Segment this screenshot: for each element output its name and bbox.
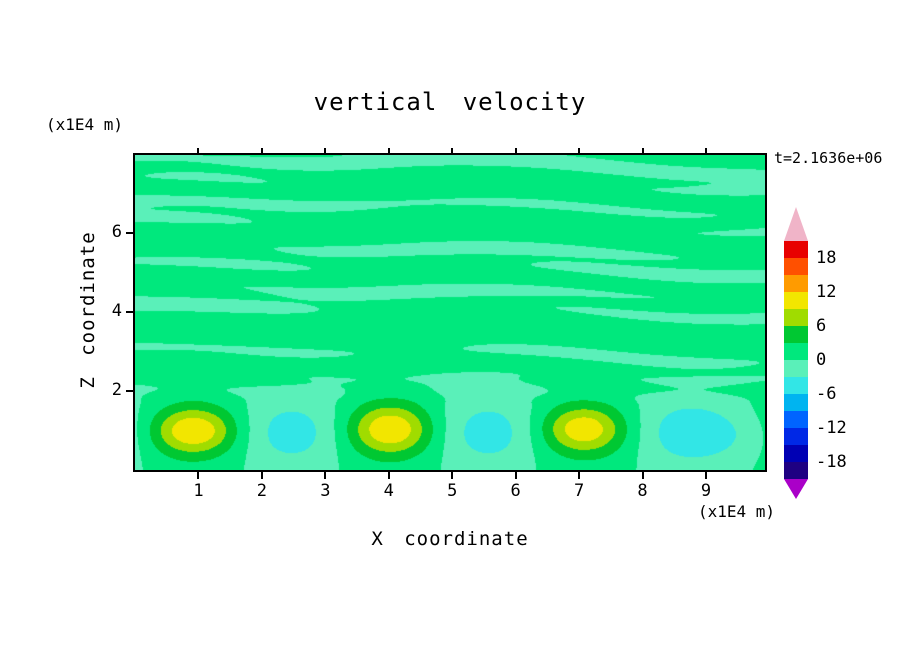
colorbar-band <box>784 462 808 479</box>
y-axis-unit-label: (x1E4 m) <box>46 115 124 134</box>
colorbar-overflow-arrow <box>784 207 808 241</box>
colorbar-tick-label: -6 <box>816 384 837 404</box>
colorbar-band <box>784 377 808 394</box>
y-tick-label: 4 <box>111 300 122 321</box>
x-tick-mark <box>641 472 644 479</box>
x-tick-mark <box>578 472 581 479</box>
x-tick-mark <box>514 472 517 479</box>
x-tick-mark <box>704 472 707 479</box>
y-tick-label: 2 <box>111 379 122 400</box>
colorbar-underflow-arrow <box>784 479 808 499</box>
x-tick-mark <box>324 472 327 479</box>
colorbar-tick-label: 0 <box>816 350 827 370</box>
colorbar-band <box>784 445 808 462</box>
x-tick-mark <box>451 472 454 479</box>
x-tick-label: 6 <box>510 481 521 501</box>
x-axis-title: X coordinate <box>371 528 529 550</box>
x-tick-mark-top <box>641 148 644 153</box>
x-tick-mark-top <box>704 148 707 153</box>
colorbar-band <box>784 360 808 377</box>
colorbar-tick-label: 12 <box>816 282 837 302</box>
x-tick-label: 1 <box>193 481 204 501</box>
y-tick-mark <box>126 310 133 313</box>
x-tick-mark-top <box>387 148 390 153</box>
y-tick-label: 6 <box>111 221 122 242</box>
chart-title: vertical velocity <box>313 88 587 116</box>
x-tick-mark-top <box>514 148 517 153</box>
x-tick-label: 4 <box>383 481 394 501</box>
colorbar-tick-label: 6 <box>816 316 827 336</box>
x-axis-unit-label: (x1E4 m) <box>697 502 775 521</box>
colorbar-band <box>784 258 808 275</box>
x-tick-mark-top <box>578 148 581 153</box>
colorbar-band <box>784 411 808 428</box>
plot-area <box>133 153 767 472</box>
colorbar-band <box>784 275 808 292</box>
y-tick-mark <box>126 231 133 234</box>
x-tick-mark <box>197 472 200 479</box>
x-tick-mark-top <box>451 148 454 153</box>
colorbar-tick-label: -18 <box>816 452 847 472</box>
colorbar-tick-label: 18 <box>816 248 837 268</box>
x-tick-label: 9 <box>700 481 712 501</box>
x-tick-mark-top <box>324 148 327 153</box>
x-tick-label: 5 <box>447 481 458 501</box>
colorbar-band <box>784 241 808 258</box>
x-tick-label: 8 <box>637 481 648 501</box>
x-tick-mark-top <box>197 148 200 153</box>
x-tick-label: 7 <box>573 481 585 501</box>
colorbar-band <box>784 343 808 360</box>
x-tick-label: 3 <box>320 481 331 501</box>
x-tick-mark <box>387 472 390 479</box>
colorbar-band <box>784 326 808 343</box>
colorbar-band <box>784 309 808 326</box>
colorbar-band <box>784 292 808 309</box>
x-tick-mark-top <box>260 148 263 153</box>
contour-field-canvas <box>135 155 765 470</box>
colorbar-band <box>784 394 808 411</box>
colorbar-tick-label: -12 <box>816 418 847 438</box>
time-stamp-label: t=2.1636e+06 <box>774 149 883 167</box>
colorbar-band <box>784 428 808 445</box>
x-tick-mark <box>260 472 263 479</box>
y-tick-mark <box>126 389 133 392</box>
x-tick-label: 2 <box>256 481 267 501</box>
